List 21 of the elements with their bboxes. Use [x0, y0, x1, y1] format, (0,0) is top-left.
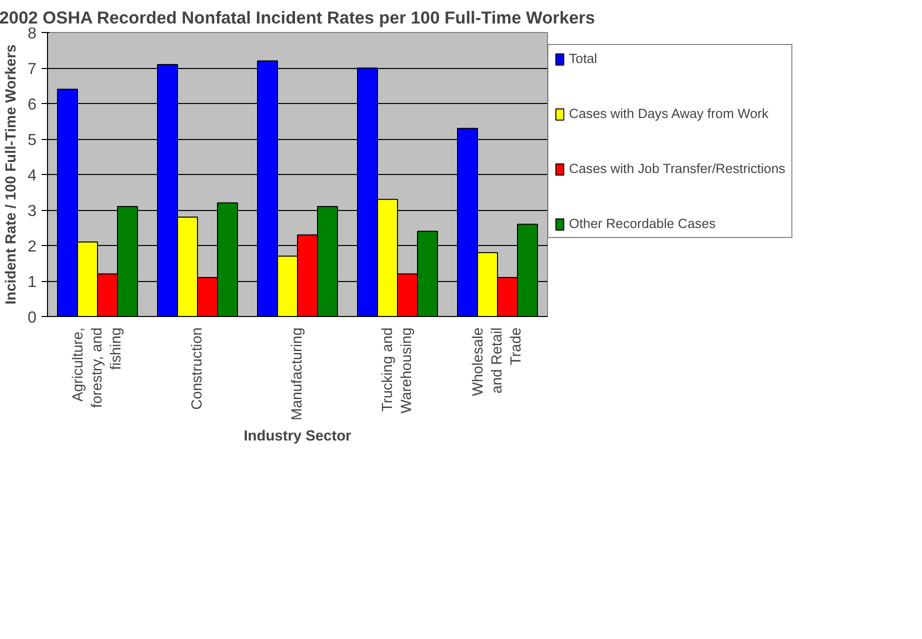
y-tick-label: 4 [28, 168, 37, 184]
x-tick-label: Trucking and Warehousing [380, 327, 416, 414]
legend-label: Other Recordable Cases [568, 216, 716, 231]
legend-label: Total [568, 51, 598, 66]
x-tick-label: Wholesale and Retail Trade [470, 327, 525, 396]
legend-label: Cases with Days Away from Work [568, 106, 768, 121]
y-tick-label: 1 [28, 274, 37, 291]
x-tick-label: Construction [190, 327, 206, 410]
chart-title: 2002 OSHA Recorded Nonfatal Incident Rates per 100 Full-Time Workers [0, 8, 596, 28]
y-tick-label: 6 [28, 96, 37, 114]
x-axis-title: Industry Sector [244, 428, 352, 444]
x-tick-label: Agriculture, forestry, and fishing [70, 327, 125, 408]
y-tick-label: 2 [28, 238, 37, 256]
y-axis-title: Incident Rate / 100 Full-Time Workers [4, 44, 20, 305]
y-tick-label: 8 [28, 26, 37, 42]
legend-label: Cases with Job Transfer/Restrictions [568, 161, 786, 176]
y-tick-label: 7 [28, 61, 37, 78]
y-tick-label: 0 [28, 310, 37, 326]
x-tick-label: Manufacturing [290, 327, 306, 420]
y-tick-label: 5 [28, 132, 37, 149]
y-tick-label: 3 [28, 203, 37, 220]
